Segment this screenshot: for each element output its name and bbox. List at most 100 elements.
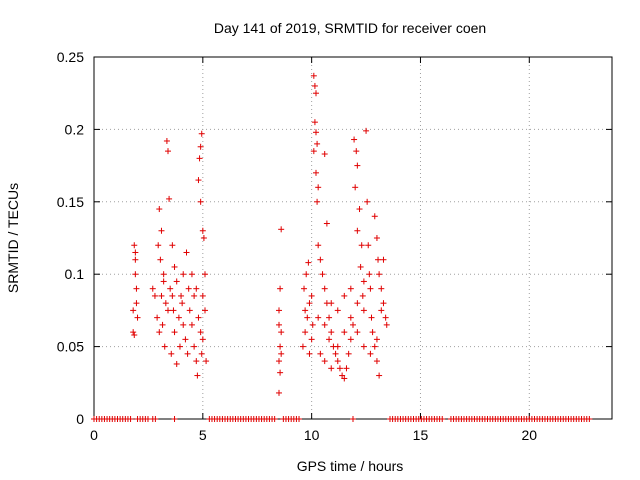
data-point [304,314,311,321]
data-point [202,271,208,278]
data-point [188,321,195,328]
data-point [203,358,210,365]
data-point [158,292,165,299]
data-point [354,300,361,307]
data-point [191,343,198,350]
data-point [160,278,167,285]
data-point [332,350,339,357]
grid-lines [94,57,612,419]
data-point [310,72,317,79]
data-point [378,285,385,292]
data-point [303,271,310,278]
data-point [130,329,137,336]
data-point [308,336,315,343]
data-point [321,151,328,158]
data-point [321,321,328,328]
data-point [276,321,282,328]
data-point [194,372,201,379]
data-point [380,256,387,263]
data-point [354,227,361,234]
data-point [162,300,169,307]
data-point [317,350,324,357]
data-point [169,242,176,249]
data-point [277,285,284,292]
data-point [350,416,356,422]
data-point [202,307,208,314]
data-point [586,416,593,422]
data-point [371,343,378,350]
y-axis-label: SRMTID / TECUs [5,183,21,293]
data-point [183,249,190,256]
x-tick-label: 0 [90,427,98,443]
data-point [358,242,365,249]
data-point [371,213,378,220]
data-point [313,90,319,97]
data-point [276,389,282,396]
y-tick-label: 0.15 [57,194,84,210]
data-point [188,271,195,278]
data-point [360,278,367,285]
data-point [328,329,335,336]
data-point [306,300,313,307]
data-point [311,82,318,89]
data-point [195,177,202,184]
data-point [341,375,348,382]
data-point [376,271,383,278]
data-point [171,263,178,270]
data-point [359,292,366,299]
data-point [170,307,177,314]
data-point [195,314,202,321]
x-tick-label: 5 [199,427,207,443]
data-point [197,143,204,150]
axis-ticks: 0 0.05 0.1 0.15 0.2 0.25 0 5 10 15 20 [57,49,612,443]
data-point [354,162,361,169]
data-point [343,365,350,372]
data-point [299,343,306,350]
data-point [364,198,371,205]
data-point [302,307,309,314]
data-point [317,256,324,263]
data-point [347,285,354,292]
data-point [363,127,370,134]
data-point [313,169,319,176]
data-point [199,227,206,234]
data-point [169,292,176,299]
data-point [326,314,333,321]
data-point [354,329,361,336]
data-point [131,242,138,249]
y-tick-label: 0.05 [57,339,84,355]
data-point [193,285,200,292]
data-point [156,329,163,336]
data-point [179,300,186,307]
data-point [130,307,137,314]
data-point [276,307,282,314]
data-point [376,372,383,379]
x-tick-label: 20 [522,427,538,443]
data-point [323,220,330,227]
data-point [171,416,178,422]
data-point [383,321,390,328]
data-point [151,292,158,299]
x-tick-label: 10 [304,427,320,443]
data-point [191,292,198,299]
data-point [180,321,187,328]
data-point [368,314,375,321]
data-point [382,314,389,321]
data-point [351,136,358,143]
data-point [326,336,333,343]
data-point [200,235,207,241]
data-point [157,256,164,263]
data-point [163,137,170,144]
data-point [154,314,161,321]
data-point [182,336,189,343]
data-point [308,292,315,299]
data-point [296,416,303,422]
data-point [133,300,140,307]
data-point [277,369,284,376]
data-point [149,285,156,292]
data-point [134,314,141,321]
data-point [360,307,367,314]
data-point [197,329,204,336]
data-point [167,285,174,292]
